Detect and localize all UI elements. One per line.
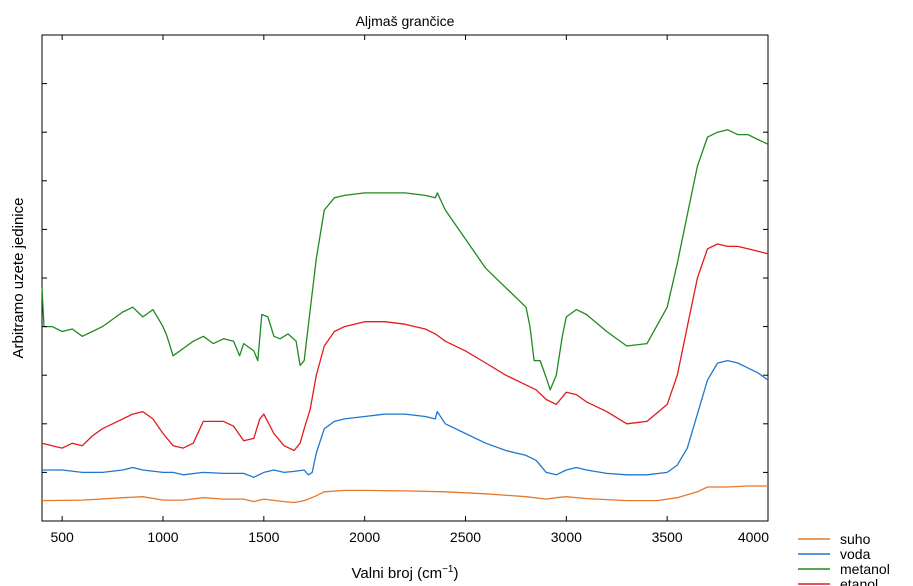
series-line-suho [41,485,768,504]
x-tick-label: 500 [50,529,74,545]
series-line-metanol [41,129,769,391]
x-axis-label-text: Valni broj (cm [352,565,443,582]
x-axis-label-close: ) [454,565,459,582]
y-axis-ticks [42,83,768,473]
x-axis-ticks: 500 1000 1500 2000 2500 3000 3500 4000 [50,35,769,545]
x-tick-label: 1500 [248,529,279,545]
legend-label-suho: suho [840,531,871,547]
legend-label-voda: voda [840,546,871,562]
x-tick-label: 1000 [147,529,178,545]
x-tick-label: 4000 [738,529,769,545]
series-group [41,129,769,504]
y-axis-label: Arbitramo uzete jedinice [10,198,27,359]
x-tick-label: 2000 [349,529,380,545]
x-tick-label: 3500 [652,529,683,545]
x-axis-label-superscript: −1 [442,564,454,575]
plot-frame [41,34,769,522]
x-axis-label: Valni broj (cm−1) [352,564,459,582]
legend-label-metanol: metanol [840,561,890,577]
x-tick-label: 3000 [551,529,582,545]
chart-title: Aljmaš grančice [356,13,455,29]
series-line-etanol [41,243,769,452]
legend-label-etanol: etanol [840,576,878,586]
series-line-voda [42,359,769,478]
x-tick-label: 2500 [450,529,481,545]
